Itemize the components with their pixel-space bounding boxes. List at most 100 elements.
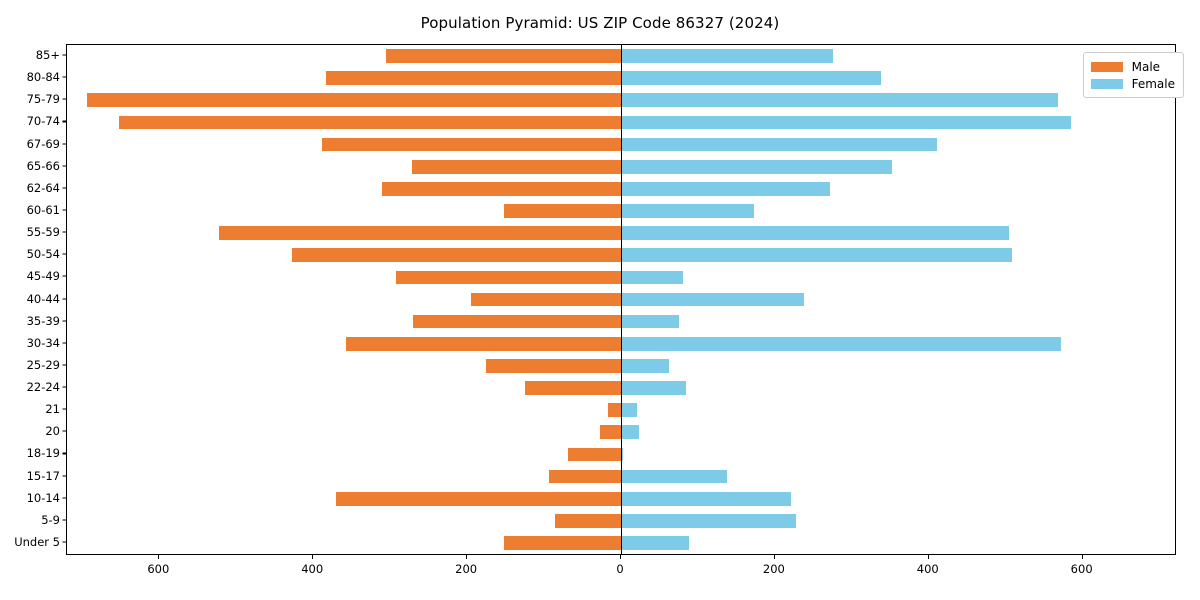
y-axis-tick-mark — [62, 452, 66, 454]
x-axis-tick-mark — [312, 555, 314, 559]
bar-row — [67, 137, 1175, 152]
x-axis-tick-mark — [620, 555, 622, 559]
bar-row — [67, 469, 1175, 484]
x-axis-tick-label: 600 — [147, 562, 170, 576]
y-axis-tick-mark — [62, 120, 66, 123]
y-axis-tick-mark — [62, 187, 66, 189]
y-axis-tick-mark — [62, 209, 66, 211]
y-axis-tick-label: 85+ — [35, 48, 60, 63]
bar-female — [621, 425, 639, 440]
bar-male — [326, 71, 621, 86]
bar-male — [567, 447, 621, 462]
y-axis-tick-label: Under 5 — [14, 534, 60, 549]
chart-legend[interactable]: Male Female — [1082, 52, 1184, 98]
y-axis-tick-label: 67-69 — [26, 136, 60, 151]
bar-male — [504, 204, 621, 218]
y-axis-tick-label: 75-79 — [26, 92, 60, 107]
y-axis-tick-label: 35-39 — [26, 313, 60, 328]
x-axis-tick-label: 400 — [301, 562, 324, 576]
bar-female — [621, 513, 797, 528]
bar-row — [67, 71, 1175, 86]
x-axis-tick-labels: 600 400 200 0 200 400 600 — [0, 555, 1200, 585]
page-title: Population Pyramid: US ZIP Code 86327 (2… — [420, 14, 780, 32]
bar-male — [118, 115, 621, 130]
bar-row — [67, 292, 1175, 307]
y-axis-tick-label: 70-74 — [26, 114, 60, 129]
legend-label: Female — [1131, 76, 1175, 91]
y-axis-tick-mark — [62, 231, 66, 233]
bar-row — [67, 513, 1175, 528]
bar-female — [621, 93, 1059, 108]
bar-female — [621, 403, 638, 417]
bar-row — [67, 336, 1175, 351]
x-axis-tick-mark — [466, 555, 468, 559]
zero-axis-line — [621, 45, 623, 554]
legend-swatch-icon — [1090, 61, 1123, 72]
y-axis-tick-label: 50-54 — [26, 247, 60, 262]
bar-male — [554, 513, 621, 528]
bar-row — [67, 159, 1175, 174]
bar-female — [621, 314, 680, 329]
legend-item-female[interactable]: Female — [1090, 75, 1175, 92]
bar-female — [621, 491, 792, 506]
bar-row — [67, 403, 1175, 417]
y-axis-tick-mark — [62, 342, 66, 344]
bar-female — [621, 381, 686, 395]
x-axis-tick-label: 200 — [762, 562, 785, 576]
bar-female — [621, 336, 1062, 351]
bar-male — [607, 403, 621, 417]
bar-female — [621, 137, 938, 152]
bar-male — [218, 226, 621, 240]
bar-female — [621, 292, 805, 307]
x-axis-tick-mark — [1081, 555, 1083, 559]
y-axis-tick-label: 10-14 — [26, 490, 60, 505]
y-axis-tick-label: 40-44 — [26, 291, 60, 306]
y-axis-tick-label: 80-84 — [26, 70, 60, 85]
bar-female — [621, 270, 683, 285]
bar-female — [621, 159, 892, 174]
plot-area — [66, 44, 1176, 555]
bar-row — [67, 536, 1175, 550]
bar-male — [413, 314, 621, 329]
x-axis-tick-label: 0 — [616, 562, 624, 576]
bar-male — [470, 292, 621, 307]
bar-row — [67, 115, 1175, 130]
y-axis-tick-mark — [62, 408, 66, 410]
x-axis-tick-label: 200 — [455, 562, 478, 576]
bar-row — [67, 248, 1175, 263]
y-axis-tick-label: 65-66 — [26, 158, 60, 173]
y-axis-tick-marks — [0, 44, 70, 555]
y-axis-tick-label: 18-19 — [26, 446, 60, 461]
bar-male — [411, 159, 621, 174]
y-axis-tick-mark — [62, 76, 66, 78]
y-axis-tick-labels: 85+ 80-84 75-79 70-74 67-69 65-66 62-64 60-61 55… — [0, 44, 60, 555]
y-axis-tick-label: 60-61 — [26, 202, 60, 217]
bar-male — [396, 270, 621, 285]
bar-male — [336, 491, 621, 506]
bar-row — [67, 314, 1175, 329]
x-axis-tick-label: 400 — [916, 562, 939, 576]
bar-female — [621, 469, 728, 484]
bar-male — [600, 425, 621, 440]
y-axis-tick-mark — [62, 298, 66, 300]
y-axis-tick-mark — [62, 386, 66, 388]
y-axis-tick-mark — [62, 98, 66, 100]
y-axis-tick-mark — [62, 143, 66, 145]
bar-female — [621, 536, 689, 550]
y-axis-tick-mark — [62, 519, 66, 521]
y-axis-tick-mark — [62, 497, 66, 499]
bar-row — [67, 226, 1175, 240]
y-axis-tick-mark — [62, 54, 66, 56]
bar-row — [67, 93, 1175, 108]
y-axis-tick-label: 5-9 — [41, 512, 60, 527]
bar-row — [67, 381, 1175, 395]
x-axis-tick-mark — [927, 555, 929, 559]
y-axis-tick-mark — [62, 541, 66, 543]
y-axis-tick-mark — [62, 320, 66, 322]
y-axis-tick-mark — [62, 475, 66, 477]
bar-row — [67, 425, 1175, 440]
legend-item-male[interactable]: Male — [1090, 58, 1175, 75]
bar-male — [322, 137, 621, 152]
bar-male — [386, 49, 621, 63]
y-axis-tick-label: 20 — [45, 424, 60, 439]
